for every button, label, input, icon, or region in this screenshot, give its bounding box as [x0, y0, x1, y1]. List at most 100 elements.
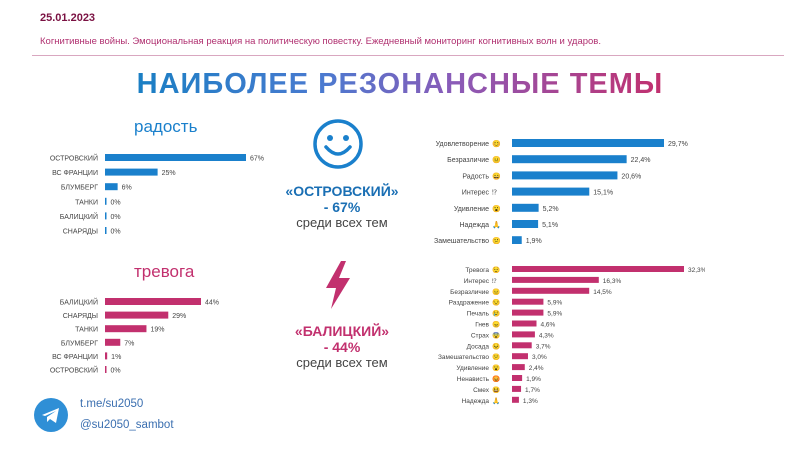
bar — [512, 385, 522, 392]
category-label: Безразличие — [450, 289, 489, 296]
bar — [512, 375, 523, 381]
section-label-fear: тревога — [134, 262, 195, 281]
category-label: ТАНКИ — [75, 199, 98, 206]
report-subtitle: Когнитивные войны. Эмоциональная реакция… — [40, 36, 601, 47]
bar — [105, 197, 107, 205]
value-label: 1% — [111, 354, 121, 361]
bar — [512, 266, 684, 272]
value-label: 16,3% — [603, 278, 622, 285]
emotion-icon: 😮 — [492, 364, 500, 372]
category-label: Интерес — [464, 278, 490, 285]
bar — [512, 309, 544, 316]
chart-emotions-balitsky: Тревога 😟 32,3% Интерес ⁉ 16,3% Безразличие 😐 14… — [438, 266, 705, 405]
emotion-icon: 😕 — [492, 353, 500, 361]
bar — [105, 212, 107, 220]
bar — [512, 287, 590, 294]
value-label: 7% — [124, 340, 134, 347]
bar — [105, 227, 107, 234]
highlight-fear-sub: среди всех тем — [296, 355, 388, 370]
lightning-icon — [326, 261, 350, 309]
bar — [512, 331, 535, 338]
category-label: Ненависть — [457, 376, 490, 383]
bar — [105, 154, 246, 161]
highlight-joy: «ОСТРОВСКИЙ» - 67% среди всех тем — [262, 183, 422, 230]
category-label: Интерес — [462, 190, 490, 197]
value-label: 29,7% — [668, 141, 688, 148]
category-label: Гнев — [475, 322, 489, 329]
category-label: Раздражение — [449, 300, 490, 307]
value-label: 15,1% — [593, 190, 613, 197]
chart-joy-topics: ОСТРОВСКИЙ 67% ВС ФРАНЦИИ 25% БЛУМБЕРГ 6% ТАНК… — [50, 154, 264, 236]
bar — [512, 203, 539, 212]
category-label: БЛУМБЕРГ — [61, 185, 98, 192]
value-label: 5,1% — [542, 222, 558, 229]
category-label: Удивление — [454, 206, 489, 213]
highlight-joy-name: «ОСТРОВСКИЙ» — [285, 183, 399, 199]
category-label: ОСТРОВСКИЙ — [50, 366, 98, 375]
page-title: НАИБОЛЕЕ РЕЗОНАНСНЫЕ ТЕМЫ — [0, 68, 800, 101]
value-label: 44% — [205, 300, 219, 307]
emotion-icon: 😢 — [492, 310, 500, 318]
emotion-icon: 🙏 — [492, 220, 501, 229]
bar — [512, 342, 532, 349]
highlight-joy-pct: - 67% — [323, 199, 361, 215]
emotion-icon: 🙏 — [492, 397, 500, 405]
bar — [512, 171, 618, 180]
report-date: 25.01.2023 — [40, 12, 96, 24]
value-label: 6% — [122, 185, 132, 192]
value-label: 67% — [250, 156, 264, 163]
category-label: ОСТРОВСКИЙ — [50, 154, 98, 163]
category-label: ВС ФРАНЦИИ — [52, 354, 98, 361]
category-label: Тревога — [465, 267, 489, 274]
emotion-icon: 😐 — [492, 288, 500, 296]
emotion-icon: 😨 — [492, 331, 500, 339]
category-label: ТАНКИ — [75, 327, 98, 334]
category-label: Страх — [471, 332, 490, 339]
bar — [105, 325, 147, 333]
telegram-bot-link[interactable]: @su2050_sambot — [80, 419, 174, 431]
value-label: 2,4% — [529, 365, 544, 372]
value-label: 29% — [172, 313, 186, 320]
category-label: Смех — [473, 387, 490, 394]
chart-fear-topics: БАЛИЦКИЙ 44% СНАРЯДЫ 29% ТАНКИ 19% БЛУМБЕРГ 7% В… — [50, 298, 219, 375]
bar — [105, 311, 169, 319]
value-label: 32,3% — [688, 267, 705, 274]
bar — [512, 187, 590, 196]
category-label: БАЛИЦКИЙ — [60, 212, 98, 221]
bar — [512, 298, 544, 305]
category-label: Безразличие — [447, 157, 489, 164]
value-label: 4,6% — [540, 322, 555, 329]
bar — [105, 352, 108, 360]
category-label: Досада — [467, 343, 490, 350]
bar — [512, 396, 519, 403]
bar — [512, 364, 525, 371]
emotion-icon: 😡 — [492, 375, 500, 383]
value-label: 0% — [111, 214, 121, 221]
emotion-icon: 😆 — [492, 386, 500, 394]
value-label: 4,3% — [539, 332, 554, 339]
emotion-icon: ⁉ — [492, 190, 497, 197]
emotion-icon: 😄 — [492, 171, 501, 180]
header-divider — [32, 55, 784, 56]
bar — [105, 168, 158, 176]
emotion-icon: 😮 — [492, 204, 501, 213]
category-label: БЛУМБЕРГ — [61, 340, 98, 347]
category-label: БАЛИЦКИЙ — [60, 298, 98, 307]
value-label: 19% — [150, 327, 164, 334]
highlight-fear-pct: - 44% — [323, 339, 361, 355]
telegram-channel-link[interactable]: t.me/su2050 — [80, 398, 144, 410]
category-label: СНАРЯДЫ — [63, 229, 98, 236]
emotion-icon: 😐 — [492, 155, 501, 164]
value-label: 5,9% — [547, 300, 562, 307]
category-label: ВС ФРАНЦИИ — [52, 170, 98, 177]
bar — [512, 220, 539, 228]
bar — [512, 353, 528, 360]
value-label: 5,2% — [543, 206, 559, 213]
page-title-text: НАИБОЛЕЕ РЕЗОНАНСНЫЕ ТЕМЫ — [136, 68, 664, 100]
value-label: 25% — [162, 170, 176, 177]
emotion-icon: 😣 — [492, 342, 500, 350]
bar — [512, 276, 599, 283]
category-label: Надежда — [462, 398, 490, 405]
value-label: 1,3% — [523, 398, 538, 405]
value-label: 0% — [111, 229, 121, 236]
